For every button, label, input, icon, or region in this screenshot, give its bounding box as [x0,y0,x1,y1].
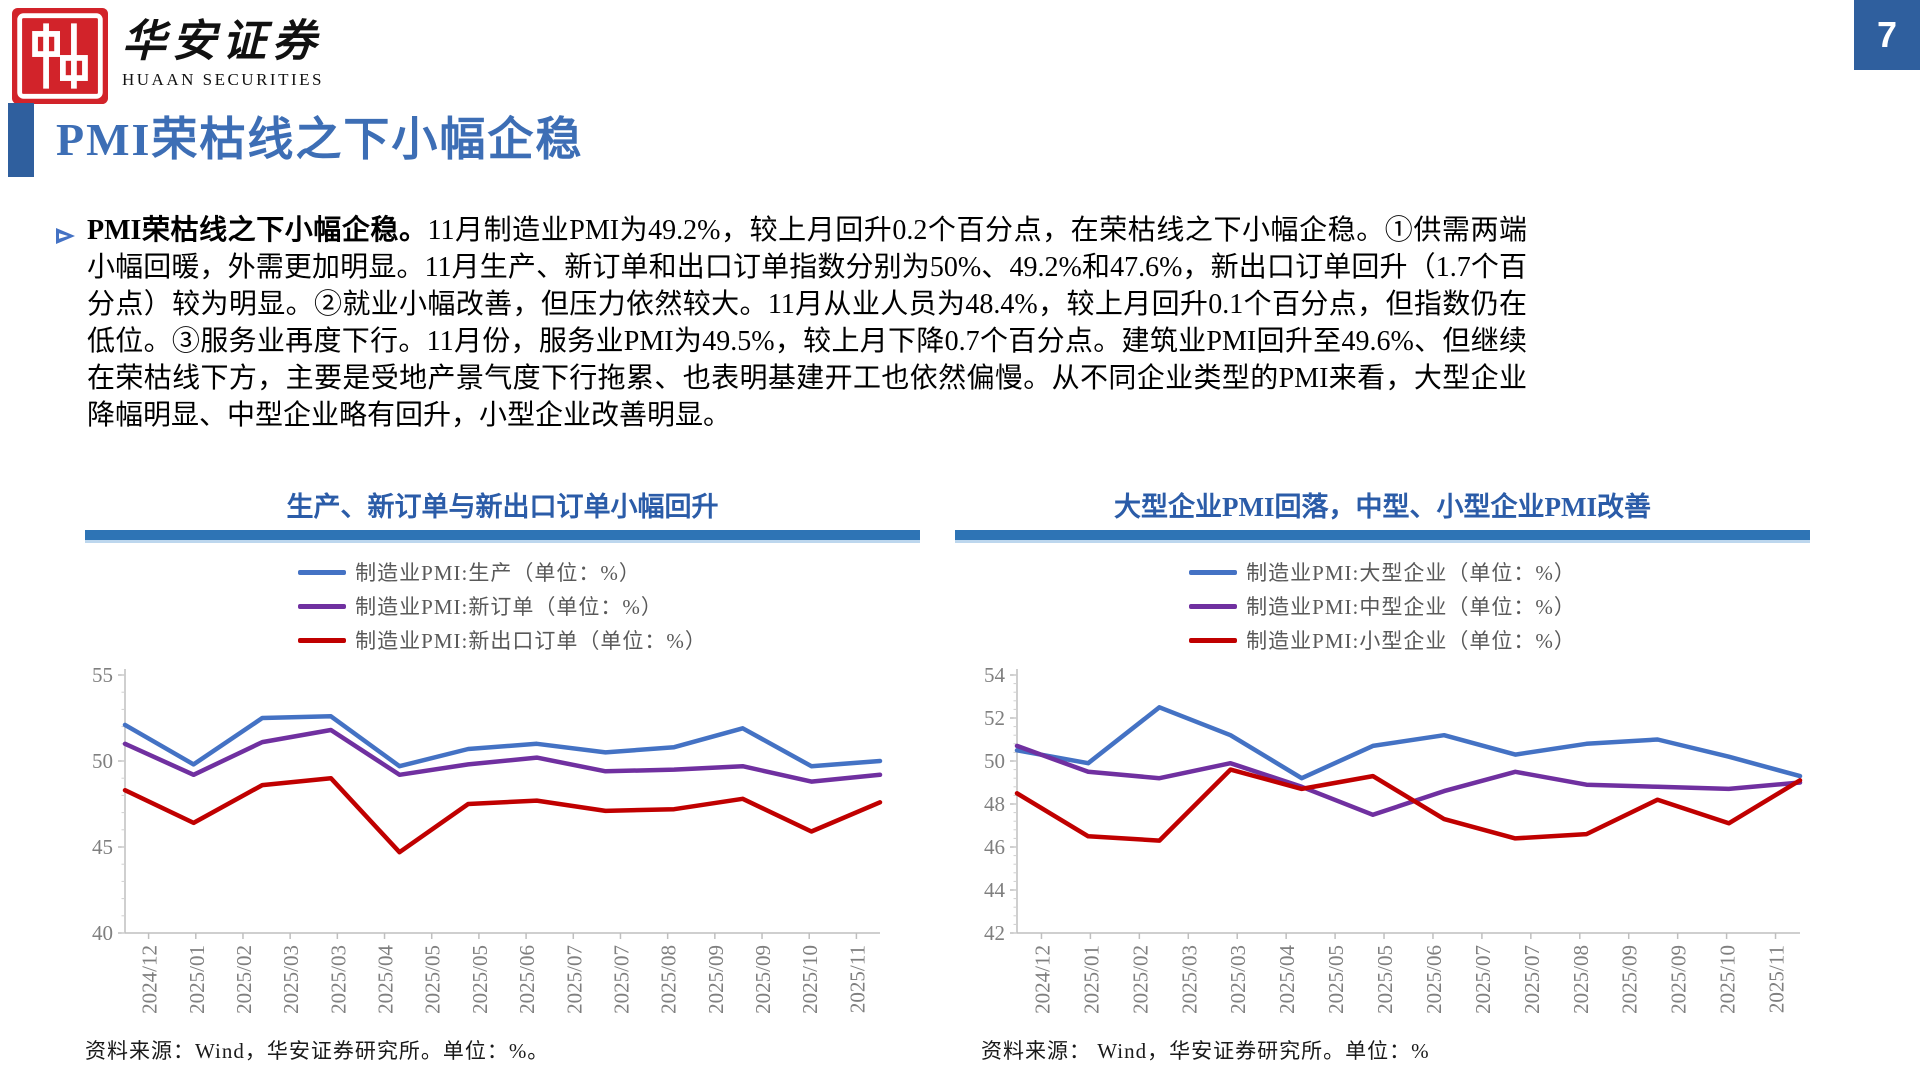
x-tick-label: 2025/09 [704,945,728,1014]
legend-swatch-medium-enterprise [1189,603,1238,609]
x-tick-label: 2025/08 [657,945,681,1014]
x-tick-label: 2025/07 [609,945,633,1014]
x-tick-label: 2025/07 [1520,945,1544,1014]
chart-right-legend: 制造业PMI:大型企业（单位：%） 制造业PMI:中型企业（单位：%） 制造业PMI… [1189,555,1576,657]
series-line-large-enterprise [1014,705,1803,781]
legend-label-new-orders: 制造业PMI:新订单（单位：%） [355,595,663,619]
summary-paragraph: PMI荣枯线之下小幅企稳。11月制造业PMI为49.2%，较上月回升0.2个百分… [55,212,1527,434]
x-tick-label: 2025/02 [232,945,256,1014]
series-line-new-export-orders [122,775,883,855]
brand-text: 华安证券 HUAAN SECURITIES [122,8,324,90]
legend-label-small-enterprise: 制造业PMI:小型企业（单位：%） [1246,629,1576,653]
chart-right-title: 大型企业PMI回落，中型、小型企业PMI改善 [1114,492,1651,522]
x-tick-label: 2025/04 [1275,945,1299,1014]
y-tick-label: 48 [984,792,1005,816]
x-tick-label: 2025/11 [1765,945,1789,1013]
x-tick-label: 2025/05 [1324,945,1348,1014]
chart-right-source: 资料来源： Wind，华安证券研究所。单位：% [981,1039,1430,1063]
series-line-new-orders [122,727,883,784]
page-title: PMI荣枯线之下小幅企稳 [56,114,584,165]
chart-right-pmi-enterprise: 大型企业PMI回落，中型、小型企业PMI改善 制造业PMI:大型企业（单位：%）… [955,490,1810,1065]
x-tick-label: 2025/04 [374,945,398,1014]
chart-left-title: 生产、新订单与新出口订单小幅回升 [286,492,719,522]
legend-label-production: 制造业PMI:生产（单位：%） [355,561,641,585]
axis-lines [124,669,880,934]
legend-item-small-enterprise: 制造业PMI:小型企业（单位：%） [1189,625,1576,655]
legend-swatch-production [298,569,347,575]
legend-swatch-new-orders [298,603,347,609]
legend-swatch-new-export-orders [298,637,347,643]
chart-left-title-bar [85,530,920,543]
brand-name-cn: 华安证券 [122,17,322,66]
chart-right-plot: 54 52 50 48 46 44 42 2024/12 2025/01 2025/02 2025/… [984,663,1803,1014]
x-tick-label: 2025/03 [326,945,350,1014]
paragraph-body: 11月制造业PMI为49.2%，较上月回升0.2个百分点，在荣枯线之下小幅企稳。… [87,215,1527,431]
x-axis-labels: 2024/12 2025/01 2025/02 2025/03 2025/03 2025/… [138,933,869,1014]
chart-left-pmi-orders: 生产、新订单与新出口订单小幅回升 制造业PMI:生产（单位：%） 制造业PMI:新… [85,490,920,1065]
legend-item-medium-enterprise: 制造业PMI:中型企业（单位：%） [1189,591,1576,621]
x-tick-label: 2025/09 [751,945,775,1014]
y-tick-label: 46 [984,835,1005,859]
series-line-medium-enterprise [1014,743,1803,818]
x-tick-label: 2025/03 [1177,945,1201,1014]
series-line-production [122,714,883,769]
x-tick-label: 2024/12 [1030,945,1054,1014]
arrow-bullet-icon [55,220,77,257]
y-tick-label: 50 [984,749,1005,773]
y-tick-label: 44 [984,878,1006,902]
legend-label-new-export-orders: 制造业PMI:新出口订单（单位：%） [355,629,707,653]
title-accent-bar [8,103,34,177]
x-tick-label: 2025/06 [515,945,539,1014]
page-number-badge: 7 [1854,0,1920,70]
x-tick-label: 2024/12 [138,945,162,1014]
legend-label-medium-enterprise: 制造业PMI:中型企业（单位：%） [1246,595,1576,619]
chart-right-title-bar [955,530,1810,543]
chart-left-source: 资料来源：Wind，华安证券研究所。单位：%。 [85,1039,550,1063]
legend-swatch-large-enterprise [1189,569,1238,575]
x-tick-label: 2025/11 [845,945,869,1013]
x-tick-label: 2025/01 [185,945,209,1014]
x-tick-label: 2025/08 [1569,945,1593,1014]
y-tick-label: 42 [984,921,1005,945]
axis-lines [1016,669,1800,934]
y-tick-label: 52 [984,706,1005,730]
brand-name-en: HUAAN SECURITIES [122,70,324,90]
x-tick-label: 2025/07 [562,945,586,1014]
y-tick-label: 55 [92,663,113,687]
x-tick-label: 2025/02 [1128,945,1152,1014]
x-tick-label: 2025/01 [1079,945,1103,1014]
x-tick-label: 2025/03 [279,945,303,1014]
x-tick-label: 2025/09 [1618,945,1642,1014]
x-tick-label: 2025/05 [1373,945,1397,1014]
y-axis-ticks: 55 50 45 40 [92,663,125,945]
brand-header: 华安证券 HUAAN SECURITIES [12,8,324,104]
legend-item-new-orders: 制造业PMI:新订单（单位：%） [298,591,663,621]
x-tick-label: 2025/05 [468,945,492,1014]
legend-label-large-enterprise: 制造业PMI:大型企业（单位：%） [1246,561,1576,585]
chart-left-plot: 55 50 45 40 2024/12 2025/01 2025/02 2025/03 2025… [92,663,883,1014]
legend-item-new-export-orders: 制造业PMI:新出口订单（单位：%） [298,625,707,655]
x-tick-label: 2025/09 [1667,945,1691,1014]
x-tick-label: 2025/10 [1716,945,1740,1014]
huaan-logo-seal [12,8,108,104]
chart-left-legend: 制造业PMI:生产（单位：%） 制造业PMI:新订单（单位：%） 制造业PMI:新出… [298,555,707,657]
legend-item-production: 制造业PMI:生产（单位：%） [298,557,641,587]
x-tick-label: 2025/10 [798,945,822,1014]
y-tick-label: 45 [92,835,113,859]
y-tick-label: 40 [92,921,113,945]
paragraph-lead: PMI荣枯线之下小幅企稳。 [87,215,428,246]
x-tick-label: 2025/05 [421,945,445,1014]
x-tick-label: 2025/03 [1226,945,1250,1014]
x-tick-label: 2025/06 [1422,945,1446,1014]
y-tick-label: 50 [92,749,113,773]
legend-item-large-enterprise: 制造业PMI:大型企业（单位：%） [1189,557,1576,587]
series-line-small-enterprise [1014,767,1803,843]
x-axis-labels: 2024/12 2025/01 2025/02 2025/03 2025/03 2025/… [1030,933,1789,1014]
y-axis-ticks: 54 52 50 48 46 44 42 [984,663,1017,945]
legend-swatch-small-enterprise [1189,637,1238,643]
y-tick-label: 54 [984,663,1006,687]
x-tick-label: 2025/07 [1471,945,1495,1014]
